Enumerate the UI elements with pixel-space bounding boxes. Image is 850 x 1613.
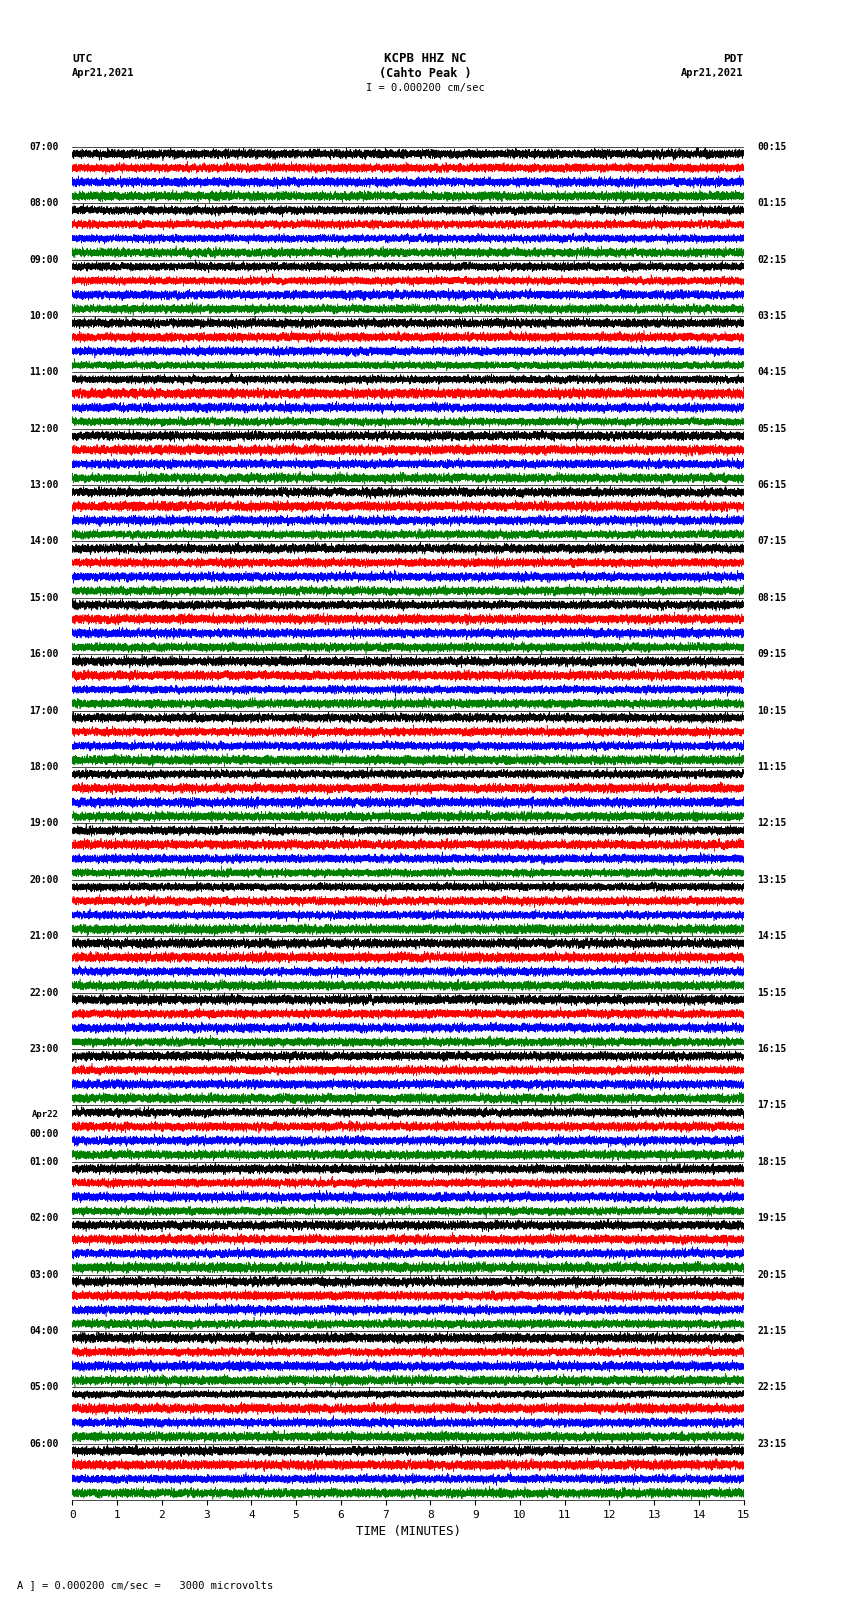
- Text: 03:00: 03:00: [30, 1269, 59, 1279]
- Text: 11:15: 11:15: [757, 761, 786, 773]
- Text: 12:00: 12:00: [30, 424, 59, 434]
- Text: 15:15: 15:15: [757, 987, 786, 997]
- Text: 08:00: 08:00: [30, 198, 59, 208]
- Text: 23:15: 23:15: [757, 1439, 786, 1448]
- Text: 15:00: 15:00: [30, 594, 59, 603]
- Text: 14:00: 14:00: [30, 537, 59, 547]
- Text: 04:00: 04:00: [30, 1326, 59, 1336]
- Text: 10:00: 10:00: [30, 311, 59, 321]
- Text: 09:00: 09:00: [30, 255, 59, 265]
- Text: 07:00: 07:00: [30, 142, 59, 152]
- Text: A ] = 0.000200 cm/sec =   3000 microvolts: A ] = 0.000200 cm/sec = 3000 microvolts: [17, 1581, 273, 1590]
- Text: (Cahto Peak ): (Cahto Peak ): [379, 66, 471, 81]
- Text: 01:15: 01:15: [757, 198, 786, 208]
- Text: 21:00: 21:00: [30, 931, 59, 942]
- Text: 16:00: 16:00: [30, 650, 59, 660]
- Text: 04:15: 04:15: [757, 368, 786, 377]
- Text: Apr21,2021: Apr21,2021: [72, 68, 135, 79]
- Text: 22:00: 22:00: [30, 987, 59, 997]
- Text: 00:00: 00:00: [30, 1129, 59, 1139]
- Text: Apr21,2021: Apr21,2021: [681, 68, 744, 79]
- Text: 12:15: 12:15: [757, 818, 786, 829]
- Text: 02:15: 02:15: [757, 255, 786, 265]
- Text: PDT: PDT: [723, 53, 744, 65]
- Text: 13:15: 13:15: [757, 874, 786, 886]
- Text: 07:15: 07:15: [757, 537, 786, 547]
- Text: 23:00: 23:00: [30, 1044, 59, 1053]
- Text: 19:15: 19:15: [757, 1213, 786, 1223]
- Text: 05:15: 05:15: [757, 424, 786, 434]
- Text: 03:15: 03:15: [757, 311, 786, 321]
- X-axis label: TIME (MINUTES): TIME (MINUTES): [355, 1526, 461, 1539]
- Text: 17:00: 17:00: [30, 705, 59, 716]
- Text: 22:15: 22:15: [757, 1382, 786, 1392]
- Text: 18:15: 18:15: [757, 1157, 786, 1166]
- Text: 19:00: 19:00: [30, 818, 59, 829]
- Text: 14:15: 14:15: [757, 931, 786, 942]
- Text: 16:15: 16:15: [757, 1044, 786, 1053]
- Text: 02:00: 02:00: [30, 1213, 59, 1223]
- Text: 11:00: 11:00: [30, 368, 59, 377]
- Text: 13:00: 13:00: [30, 481, 59, 490]
- Text: 18:00: 18:00: [30, 761, 59, 773]
- Text: 05:00: 05:00: [30, 1382, 59, 1392]
- Text: 20:15: 20:15: [757, 1269, 786, 1279]
- Text: KCPB HHZ NC: KCPB HHZ NC: [383, 52, 467, 66]
- Text: 21:15: 21:15: [757, 1326, 786, 1336]
- Text: 09:15: 09:15: [757, 650, 786, 660]
- Text: 06:15: 06:15: [757, 481, 786, 490]
- Text: UTC: UTC: [72, 53, 93, 65]
- Text: 01:00: 01:00: [30, 1157, 59, 1166]
- Text: 06:00: 06:00: [30, 1439, 59, 1448]
- Text: 17:15: 17:15: [757, 1100, 786, 1110]
- Text: 10:15: 10:15: [757, 705, 786, 716]
- Text: 20:00: 20:00: [30, 874, 59, 886]
- Text: 08:15: 08:15: [757, 594, 786, 603]
- Text: Apr22: Apr22: [32, 1110, 59, 1119]
- Text: I = 0.000200 cm/sec: I = 0.000200 cm/sec: [366, 82, 484, 94]
- Text: 00:15: 00:15: [757, 142, 786, 152]
